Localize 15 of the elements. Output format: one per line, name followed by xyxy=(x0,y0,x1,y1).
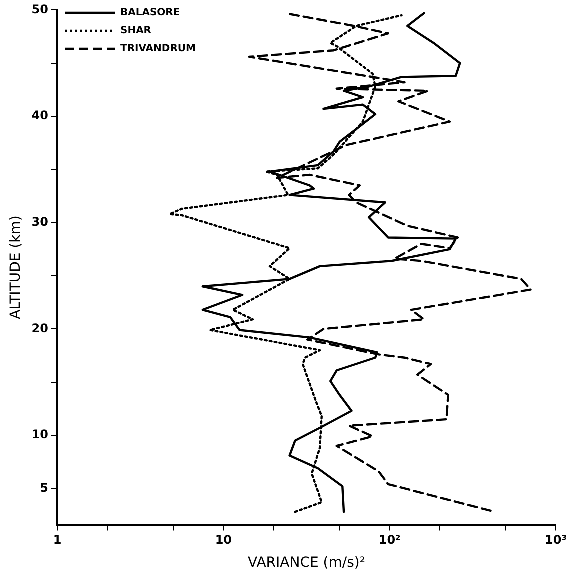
y-tick-label: 20 xyxy=(32,321,48,336)
y-tick-label: 10 xyxy=(32,428,48,442)
legend-label: TRIVANDRUM xyxy=(120,44,196,55)
y-tick-label: 40 xyxy=(32,108,48,123)
x-tick-label: 10² xyxy=(378,533,401,548)
x-axis-title: VARIANCE (m/s)² xyxy=(248,555,366,572)
legend-label: BALASORE xyxy=(120,8,180,19)
y-axis-title: ALTITUDE (km) xyxy=(8,216,24,320)
y-tick-label: 5 xyxy=(40,480,48,495)
legend-label: SHAR xyxy=(120,26,152,37)
x-tick-label: 10³ xyxy=(545,533,567,548)
y-tick-label: 30 xyxy=(32,214,48,229)
x-tick-label: 1 xyxy=(53,533,62,548)
y-tick-label: 50 xyxy=(32,2,48,16)
x-tick-label: 10 xyxy=(215,533,232,548)
